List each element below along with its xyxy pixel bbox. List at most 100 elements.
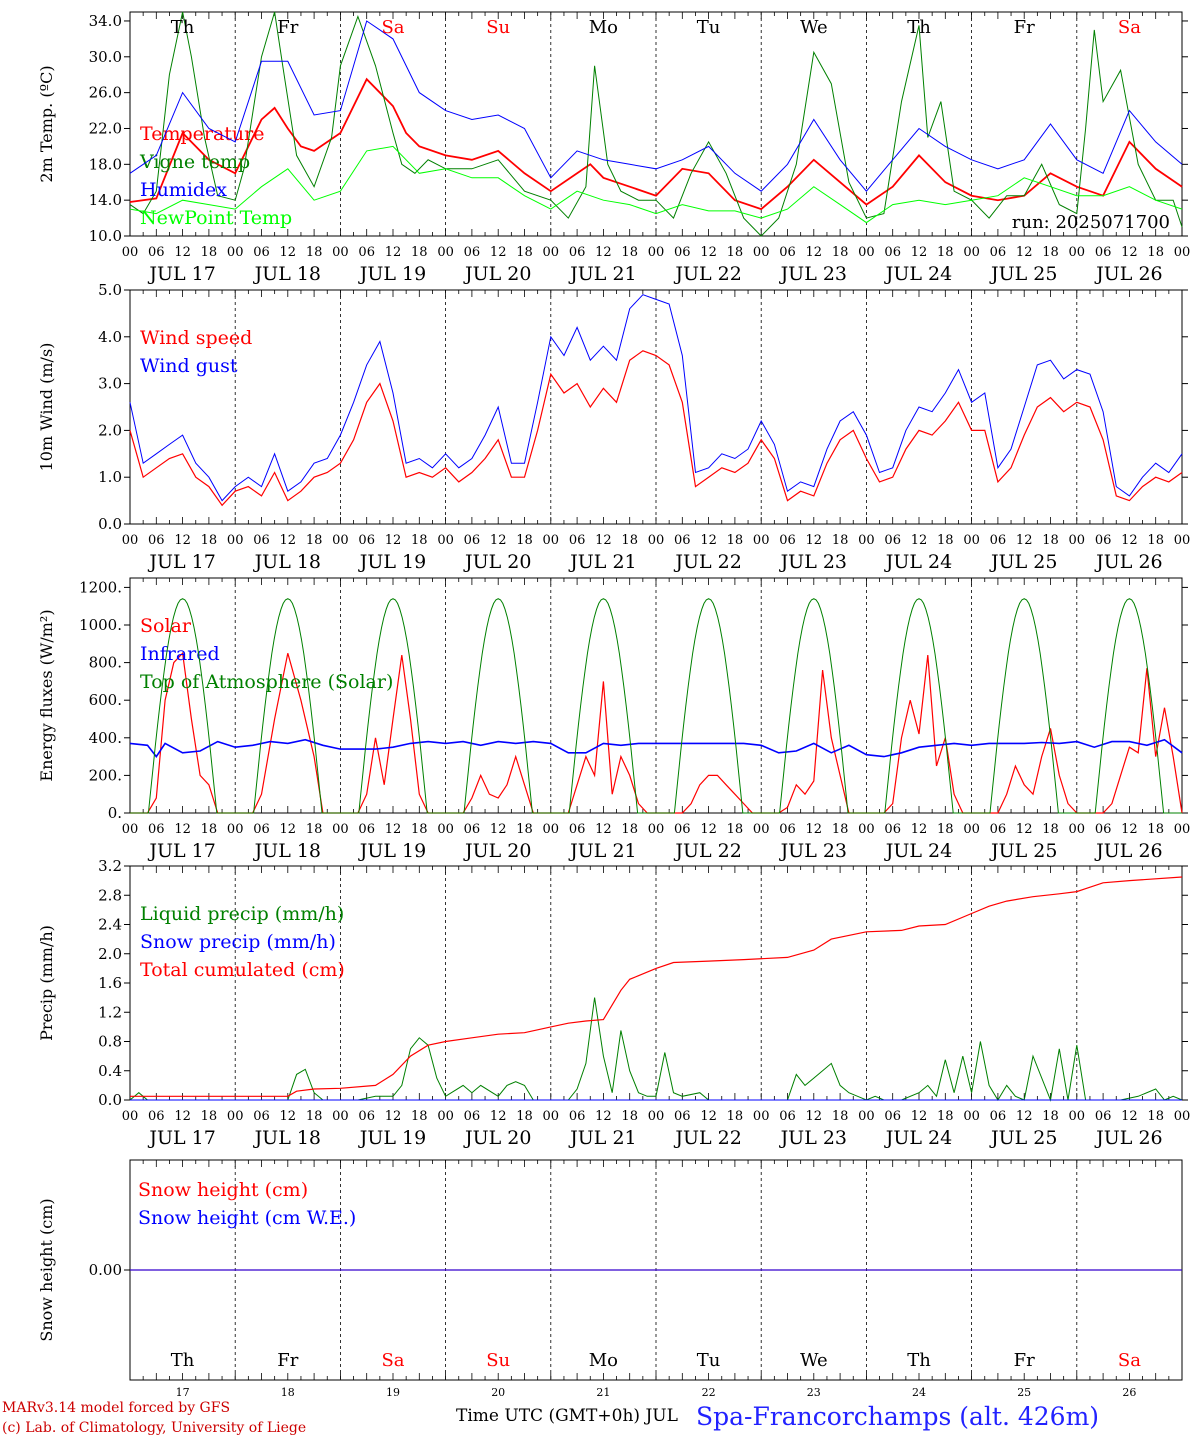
date-label: JUL 24	[884, 840, 952, 862]
date-label: JUL 25	[989, 263, 1057, 285]
hour-tick-label: 06	[569, 822, 586, 837]
hour-tick-label: 12	[490, 822, 507, 837]
hour-tick-label: 00	[332, 533, 349, 548]
hour-tick-label: 06	[253, 1109, 270, 1124]
date-label: JUL 22	[673, 263, 741, 285]
day-number-label: 22	[702, 1386, 716, 1399]
y-tick-label: 1000.	[79, 616, 122, 634]
hour-tick-label: 00	[332, 822, 349, 837]
hour-tick-label: 00	[1069, 245, 1086, 260]
hour-tick-label: 18	[516, 1109, 533, 1124]
hour-tick-label: 18	[516, 245, 533, 260]
weekday-label: We	[800, 17, 828, 38]
date-label: JUL 17	[147, 1127, 215, 1149]
hour-tick-label: 12	[385, 245, 402, 260]
hour-tick-label: 06	[884, 245, 901, 260]
hour-tick-label: 12	[595, 533, 612, 548]
hour-tick-label: 00	[122, 822, 139, 837]
y-tick-label: 2.8	[98, 886, 122, 904]
hour-tick-label: 00	[332, 245, 349, 260]
legend-entry: Temperature	[140, 123, 264, 145]
date-label: JUL 19	[358, 1127, 426, 1149]
y-tick-label: 3.0	[98, 375, 122, 393]
hour-tick-label: 00	[648, 1109, 665, 1124]
hour-tick-label: 18	[621, 822, 638, 837]
y-tick-label: 2.4	[98, 916, 122, 934]
legend-entry: Infrared	[140, 643, 220, 665]
date-label: JUL 23	[779, 840, 847, 862]
panel-3: 0. 200. 400. 600. 800. 1000. 1200. Energy fluxe…	[37, 577, 1190, 862]
hour-tick-label: 00	[543, 533, 560, 548]
legend-entry: Humidex	[140, 179, 227, 201]
hour-tick-label: 06	[779, 533, 796, 548]
hour-tick-label: 12	[1016, 533, 1033, 548]
legend-entry: Solar	[140, 615, 192, 637]
weekday-label: We	[800, 1350, 828, 1371]
hour-tick-label: 18	[727, 1109, 744, 1124]
hour-tick-label: 12	[385, 1109, 402, 1124]
hour-tick-label: 12	[174, 1109, 191, 1124]
hour-tick-label: 18	[1042, 822, 1059, 837]
hour-tick-label: 06	[779, 245, 796, 260]
hour-tick-label: 06	[148, 245, 165, 260]
y-tick-label: 3.2	[98, 857, 122, 875]
y-tick-label: 600.	[89, 691, 122, 709]
date-label: JUL 20	[463, 263, 531, 285]
date-label: JUL 21	[568, 551, 636, 573]
hour-tick-label: 12	[595, 245, 612, 260]
weekday-label: Fr	[277, 1350, 298, 1371]
hour-tick-label: 18	[1147, 1109, 1164, 1124]
hour-tick-label: 00	[858, 822, 875, 837]
hour-tick-label: 12	[174, 245, 191, 260]
hour-tick-label: 06	[884, 533, 901, 548]
hour-tick-label: 18	[306, 533, 323, 548]
date-label: JUL 25	[989, 1127, 1057, 1149]
weekday-label: Th	[907, 1350, 931, 1371]
series-line-3	[130, 876, 1183, 1097]
hour-tick-label: 12	[595, 1109, 612, 1124]
hour-tick-label: 00	[227, 822, 244, 837]
hour-tick-label: 12	[280, 822, 297, 837]
hour-tick-label: 06	[464, 1109, 481, 1124]
hour-tick-label: 18	[1147, 533, 1164, 548]
date-label: JUL 22	[673, 551, 741, 573]
hour-tick-label: 12	[1121, 1109, 1138, 1124]
legend-entry: Wind speed	[140, 327, 252, 349]
hour-tick-label: 18	[937, 1109, 954, 1124]
hour-tick-label: 18	[937, 245, 954, 260]
hour-tick-label: 06	[358, 245, 375, 260]
legend-entry: Vigne temp	[139, 151, 250, 173]
y-tick-label: 2.0	[98, 421, 122, 439]
hour-tick-label: 12	[911, 245, 928, 260]
weekday-label: Th	[907, 17, 931, 38]
hour-tick-label: 18	[411, 1109, 428, 1124]
hour-tick-label: 00	[122, 1109, 139, 1124]
hour-tick-label: 06	[674, 1109, 691, 1124]
date-label: JUL 21	[568, 263, 636, 285]
hour-tick-label: 06	[253, 822, 270, 837]
day-number-label: 25	[1017, 1386, 1031, 1399]
hour-tick-label: 18	[306, 1109, 323, 1124]
hour-tick-label: 12	[911, 822, 928, 837]
hour-tick-label: 12	[1121, 245, 1138, 260]
hour-tick-label: 06	[674, 245, 691, 260]
panel-2: 0.0 1.0 2.0 3.0 4.0 5.0 10m Wind (m/s) Wind spe…	[37, 281, 1190, 573]
hour-tick-label: 00	[963, 245, 980, 260]
hour-tick-label: 12	[1016, 245, 1033, 260]
hour-tick-label: 00	[753, 245, 770, 260]
hour-tick-label: 18	[411, 533, 428, 548]
hour-tick-label: 06	[569, 245, 586, 260]
hour-tick-label: 18	[516, 533, 533, 548]
y-tick-label: 200.	[89, 766, 122, 784]
date-label: JUL 19	[358, 840, 426, 862]
y-tick-label: 2.0	[98, 945, 122, 963]
y-tick-label: 1.2	[98, 1003, 122, 1021]
y-tick-label: 1.0	[98, 468, 122, 486]
y-tick-label: 800.	[89, 654, 122, 672]
panel-1: 10.0 14.0 18.0 22.0 26.0 30.0 34.0 2m Temp. (ºC…	[37, 11, 1190, 285]
hour-tick-label: 06	[1095, 533, 1112, 548]
legend-entry: Snow height (cm W.E.)	[138, 1207, 356, 1229]
hour-tick-label: 18	[621, 1109, 638, 1124]
hour-tick-label: 06	[990, 1109, 1007, 1124]
